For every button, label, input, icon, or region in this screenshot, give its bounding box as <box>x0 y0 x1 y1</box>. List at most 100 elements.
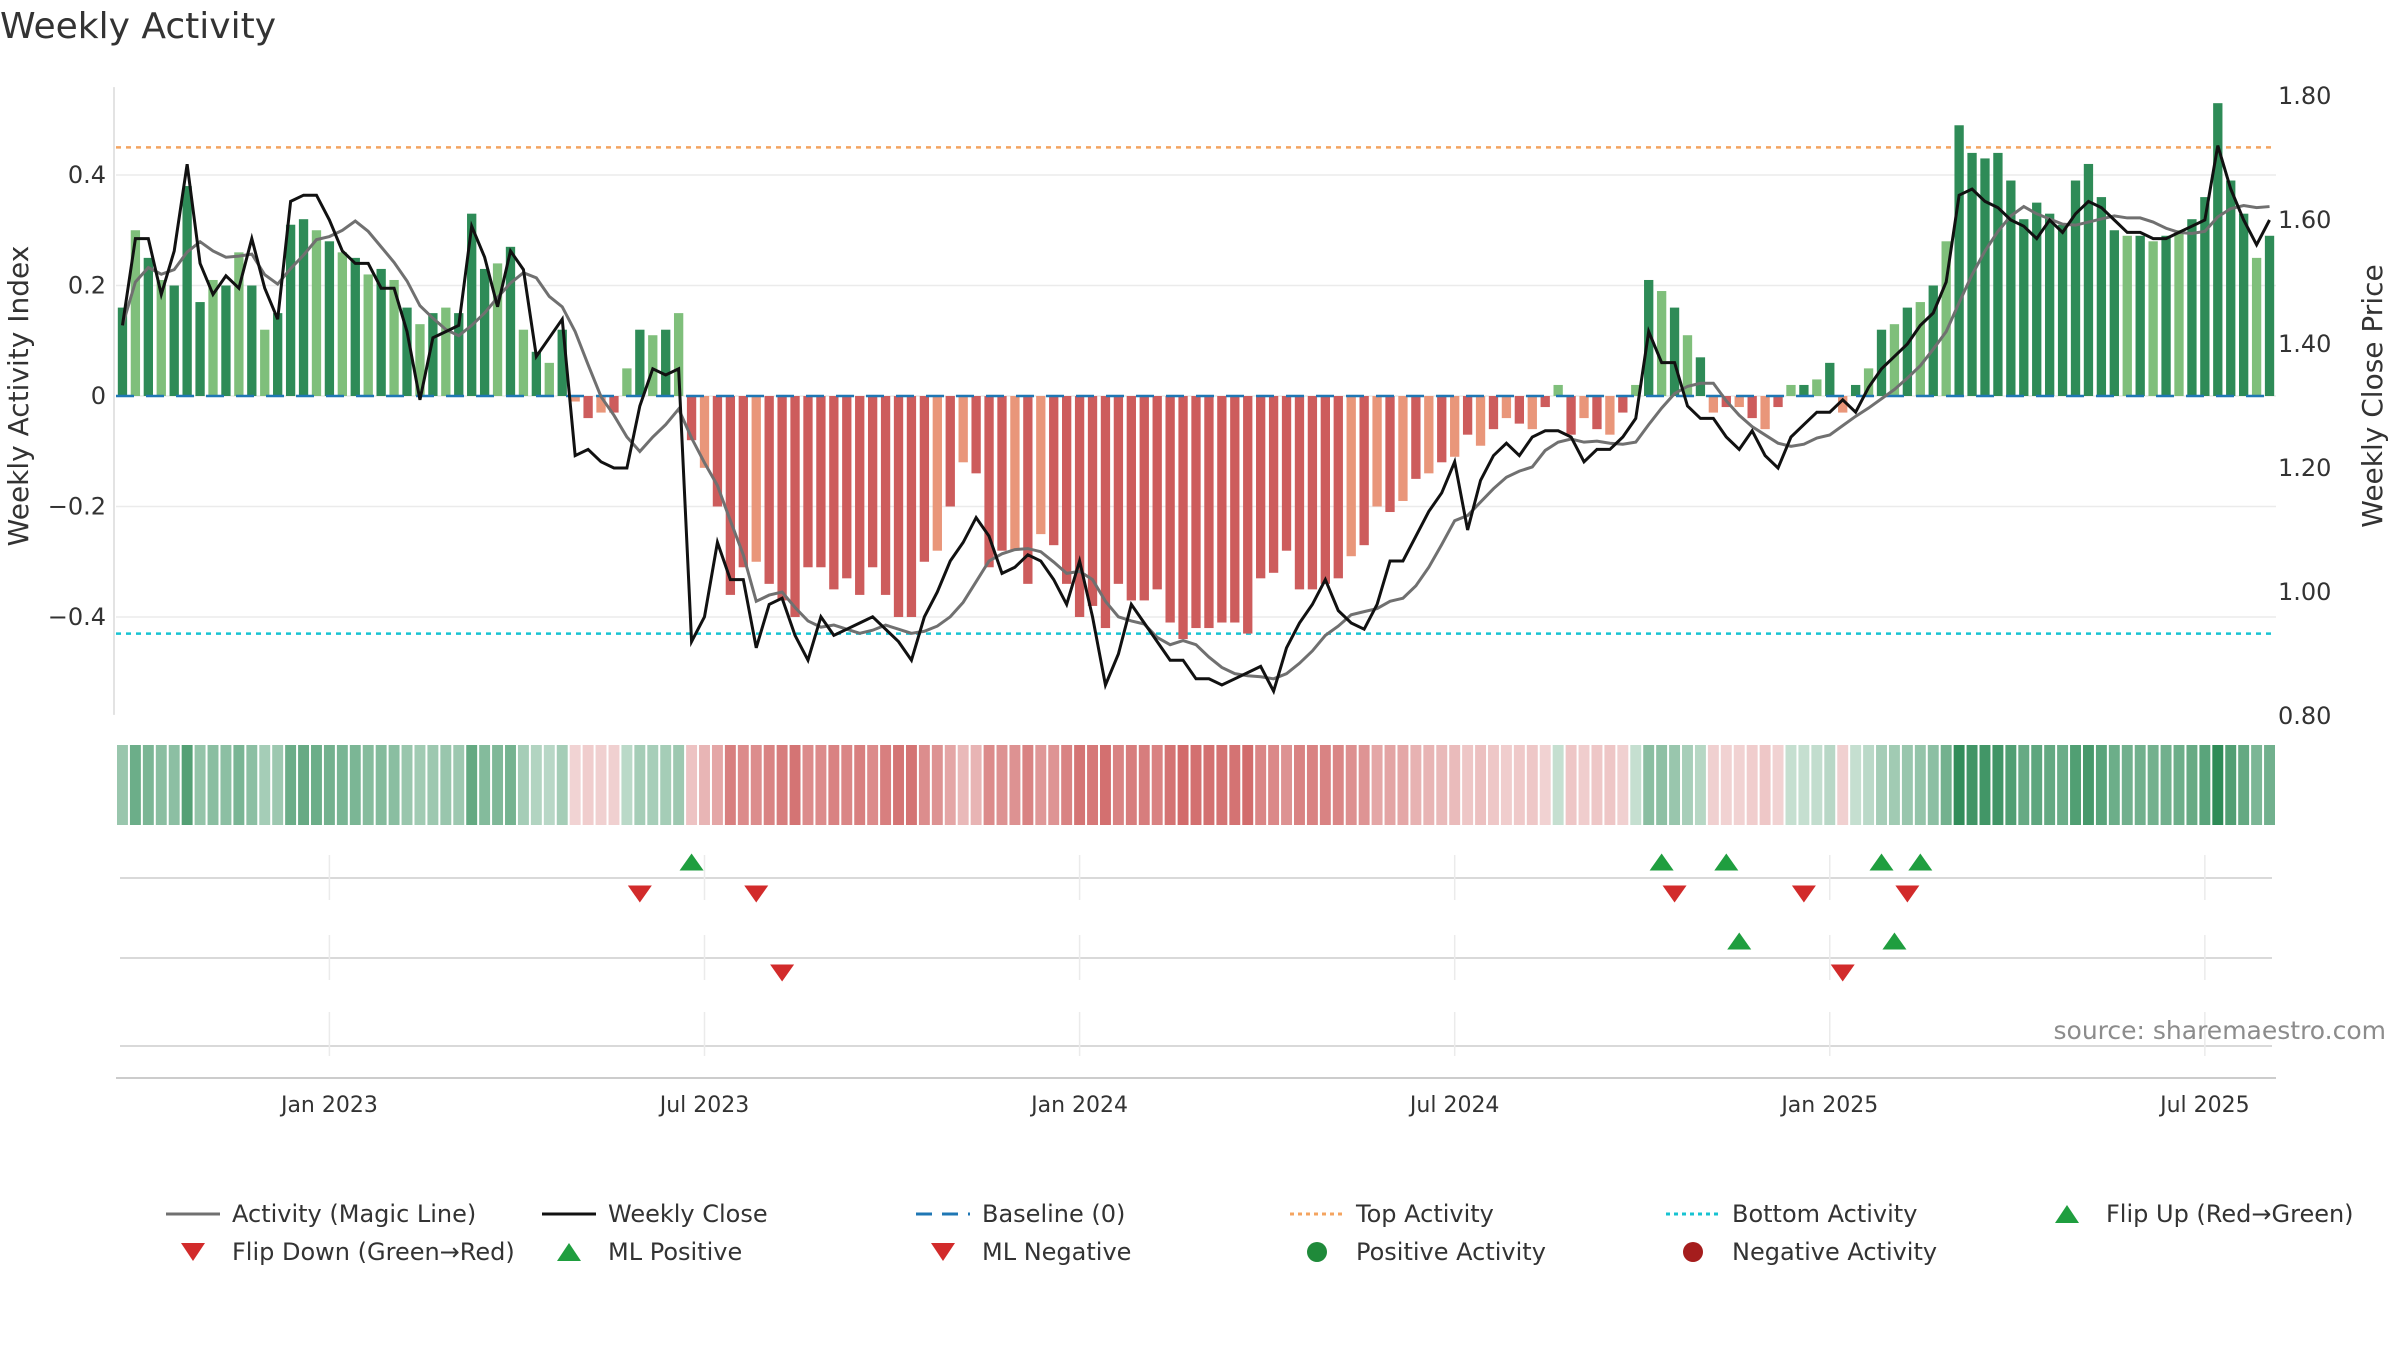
heat-strip-cell <box>1979 745 1991 825</box>
heat-strip-cell <box>2121 745 2133 825</box>
heat-strip-cell <box>1927 745 1939 825</box>
activity-bar <box>2070 180 2081 396</box>
activity-bar <box>1139 396 1149 601</box>
heat-strip-cell <box>1164 745 1176 825</box>
heat-strip-cell <box>1061 745 1073 825</box>
activity-bar <box>2096 197 2107 396</box>
activity-bar <box>1100 396 1111 629</box>
heat-strip-cell <box>1591 745 1603 825</box>
heat-strip-cell <box>1009 745 1021 825</box>
activity-bar <box>2161 235 2171 396</box>
activity-bar <box>1113 396 1124 584</box>
heat-strip-cell <box>2186 745 2198 825</box>
activity-bar <box>1320 396 1330 584</box>
activity-bar <box>1346 396 1356 557</box>
activity-bar <box>1928 285 1938 396</box>
heat-strip-cell <box>660 745 672 825</box>
activity-bar <box>829 396 839 590</box>
activity-bar <box>945 396 955 507</box>
activity-bar <box>1165 396 1175 623</box>
activity-bar <box>234 252 244 396</box>
y-tick-label: 0.2 <box>68 272 106 300</box>
y2-tick-label: 1.60 <box>2278 206 2331 234</box>
activity-bar <box>402 307 412 396</box>
source-note: source: sharemaestro.com <box>2053 1016 2387 1045</box>
flip-down-marker <box>1895 885 1920 903</box>
activity-bar <box>1243 396 1253 634</box>
activity-bar <box>984 396 994 568</box>
heat-strip-cell <box>1604 745 1616 825</box>
legend-triangle-down-icon <box>166 1242 220 1262</box>
activity-bar <box>1294 396 1305 590</box>
activity-bar <box>1126 396 1136 601</box>
heat-strip-cell <box>634 745 646 825</box>
heat-strip-cell <box>1992 745 2004 825</box>
activity-bar <box>1747 396 1757 419</box>
activity-bar <box>777 396 787 601</box>
heat-strip-cell <box>2264 745 2275 825</box>
heat-strip-cell <box>1306 745 1318 825</box>
activity-bar <box>544 362 554 396</box>
activity-bar <box>1385 396 1395 513</box>
ml-positive-marker <box>1882 932 1907 950</box>
heat-strip-cell <box>1203 745 1215 825</box>
activity-bar <box>454 313 464 396</box>
legend-label: ML Positive <box>608 1238 743 1266</box>
heat-strip-cell <box>944 745 956 825</box>
heat-strip-cell <box>867 745 879 825</box>
activity-bar <box>971 396 981 474</box>
heat-strip-cell <box>530 745 542 825</box>
heat-strip-cell <box>1888 745 1900 825</box>
activity-bar <box>2057 224 2068 396</box>
activity-bar <box>350 257 360 396</box>
heat-strip-cell <box>918 745 930 825</box>
heat-strip-cell <box>957 745 969 825</box>
heat-strip-cell <box>673 745 685 825</box>
y-axis-title: Weekly Activity Index <box>2 246 35 547</box>
legend-item-flip-down: Flip Down (Green→Red) <box>166 1238 515 1266</box>
activity-bar <box>1501 396 1512 419</box>
legend-triangle-down-icon <box>916 1242 970 1262</box>
flip-down-marker <box>627 885 652 903</box>
activity-bar <box>1230 396 1240 623</box>
activity-bar <box>699 396 710 468</box>
heat-strip-cell <box>1694 745 1706 825</box>
activity-bar <box>1010 396 1020 551</box>
activity-bar <box>1695 357 1706 396</box>
y2-tick-label: 1.20 <box>2278 454 2331 482</box>
heat-strip-cell <box>1863 745 1875 825</box>
heat-strip-cell <box>1798 745 1810 825</box>
legend-dash-blue-icon <box>916 1204 970 1224</box>
heat-strip-cell <box>233 745 245 825</box>
heat-strip-cell <box>880 745 892 825</box>
heat-strip-cell <box>1682 745 1693 825</box>
legend-label: Baseline (0) <box>982 1200 1126 1228</box>
heat-strip-cell <box>1824 745 1836 825</box>
activity-bar <box>2135 235 2145 396</box>
activity-bar <box>803 396 813 568</box>
activity-bar <box>880 396 891 595</box>
heat-strip-cell <box>983 745 995 825</box>
heat-strip-cell <box>220 745 232 825</box>
activity-bar <box>1618 396 1628 413</box>
heat-strip-cell <box>1720 745 1732 825</box>
heat-strip-cell <box>453 745 465 825</box>
flip-up-marker <box>1714 853 1739 871</box>
activity-bar <box>958 396 968 463</box>
heat-strip-cell <box>750 745 762 825</box>
heat-strip-cell <box>272 745 284 825</box>
legend-label: Negative Activity <box>1732 1238 1938 1266</box>
heat-strip-cell <box>2147 745 2159 825</box>
y-tick-label: 0 <box>91 382 106 410</box>
activity-bar <box>1268 396 1279 573</box>
y2-tick-label: 1.00 <box>2278 578 2331 606</box>
activity-bar <box>1825 362 1835 396</box>
chart-title: Weekly Activity <box>0 6 277 47</box>
heat-strip-cell <box>2173 745 2185 825</box>
heat-strip-cell <box>582 745 594 825</box>
activity-bar <box>1915 302 1925 396</box>
heat-strip-cell <box>336 745 348 825</box>
heat-strip-cell <box>1876 745 1887 825</box>
heat-strip-cell <box>505 745 516 825</box>
